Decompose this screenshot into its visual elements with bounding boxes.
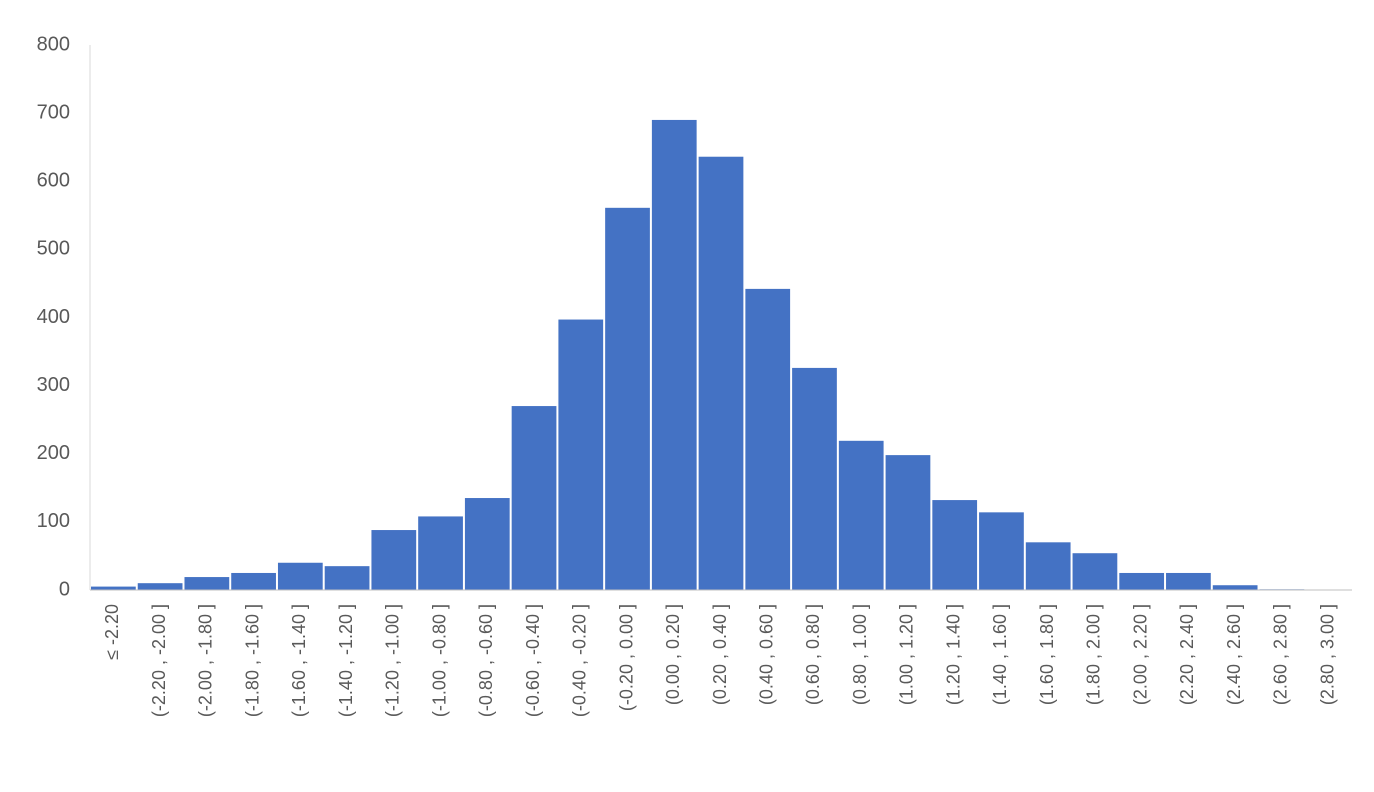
x-tick-label: (-1.40 , -1.20 ]: [336, 604, 356, 717]
bar: [979, 512, 1024, 590]
y-tick-label: 100: [37, 510, 70, 532]
x-tick-label: (2.40 , 2.60 ]: [1224, 604, 1244, 705]
x-tick-label: (1.80 , 2.00 ]: [1084, 604, 1104, 705]
bar: [885, 455, 931, 590]
x-tick-label: (0.80 , 1.00 ]: [850, 604, 870, 705]
x-tick-label: (-1.20 , -1.00 ]: [383, 604, 403, 717]
y-tick-label: 0: [59, 578, 70, 600]
bar: [418, 516, 463, 590]
x-tick-label: (-0.80 , -0.60 ]: [476, 604, 496, 717]
bar: [1025, 542, 1071, 590]
y-tick-label: 500: [37, 238, 70, 260]
bar: [698, 156, 744, 590]
x-tick-label: (1.00 , 1.20 ]: [897, 604, 917, 705]
bar: [792, 367, 837, 590]
y-tick-label: 700: [37, 101, 70, 123]
x-tick-label: (0.60 , 0.80 ]: [803, 604, 823, 705]
x-tick-label: (1.20 , 1.40 ]: [943, 604, 963, 705]
bar: [371, 530, 417, 590]
y-tick-label: 200: [37, 442, 70, 464]
x-tick-label: ≤ -2.20: [102, 604, 122, 660]
x-tick-label: (-1.00 , -0.80 ]: [429, 604, 449, 717]
bar: [651, 119, 697, 590]
x-tick-label: (0.40 , 0.60 ]: [756, 604, 776, 705]
x-tick-label: (0.20 , 0.40 ]: [710, 604, 730, 705]
bar: [1212, 585, 1258, 590]
x-tick-label: (-0.20 , 0.00 ]: [616, 604, 636, 711]
bar: [511, 406, 557, 590]
bar: [605, 207, 650, 590]
x-tick-label: (2.60 , 2.80 ]: [1271, 604, 1291, 705]
x-tick-label: (2.80 , 3.00 ]: [1317, 604, 1337, 705]
x-tick-label: (1.40 , 1.60 ]: [990, 604, 1010, 705]
x-tick-label: (0.00 , 0.20 ]: [663, 604, 683, 705]
bar: [231, 572, 276, 590]
x-tick-label: (-0.40 , -0.20 ]: [570, 604, 590, 717]
bar: [324, 566, 370, 590]
bar: [464, 498, 510, 590]
bar: [137, 583, 183, 590]
bar: [184, 577, 230, 590]
bar: [91, 586, 136, 590]
bar: [277, 562, 323, 590]
y-tick-label: 600: [37, 170, 70, 192]
y-tick-label: 300: [37, 374, 70, 396]
x-tick-label: (-0.60 , -0.40 ]: [523, 604, 543, 717]
bar: [932, 500, 978, 590]
bar: [1119, 572, 1165, 590]
x-tick-label: (-1.80 , -1.60 ]: [242, 604, 262, 717]
bar: [745, 288, 791, 590]
x-tick-label: (2.20 , 2.40 ]: [1177, 604, 1197, 705]
bar: [1072, 553, 1118, 590]
bar: [558, 319, 604, 590]
y-tick-label: 800: [37, 33, 70, 55]
x-tick-label: (1.60 , 1.80 ]: [1037, 604, 1057, 705]
x-tick-label: (-1.60 , -1.40 ]: [289, 604, 309, 717]
bar: [1166, 572, 1211, 590]
x-tick-label: (-2.20 , -2.00 ]: [149, 604, 169, 717]
x-tick-label: (-2.00 , -1.80 ]: [196, 604, 216, 717]
y-tick-label: 400: [37, 306, 70, 328]
bar: [838, 440, 884, 590]
x-tick-label: (2.00 , 2.20 ]: [1130, 604, 1150, 705]
